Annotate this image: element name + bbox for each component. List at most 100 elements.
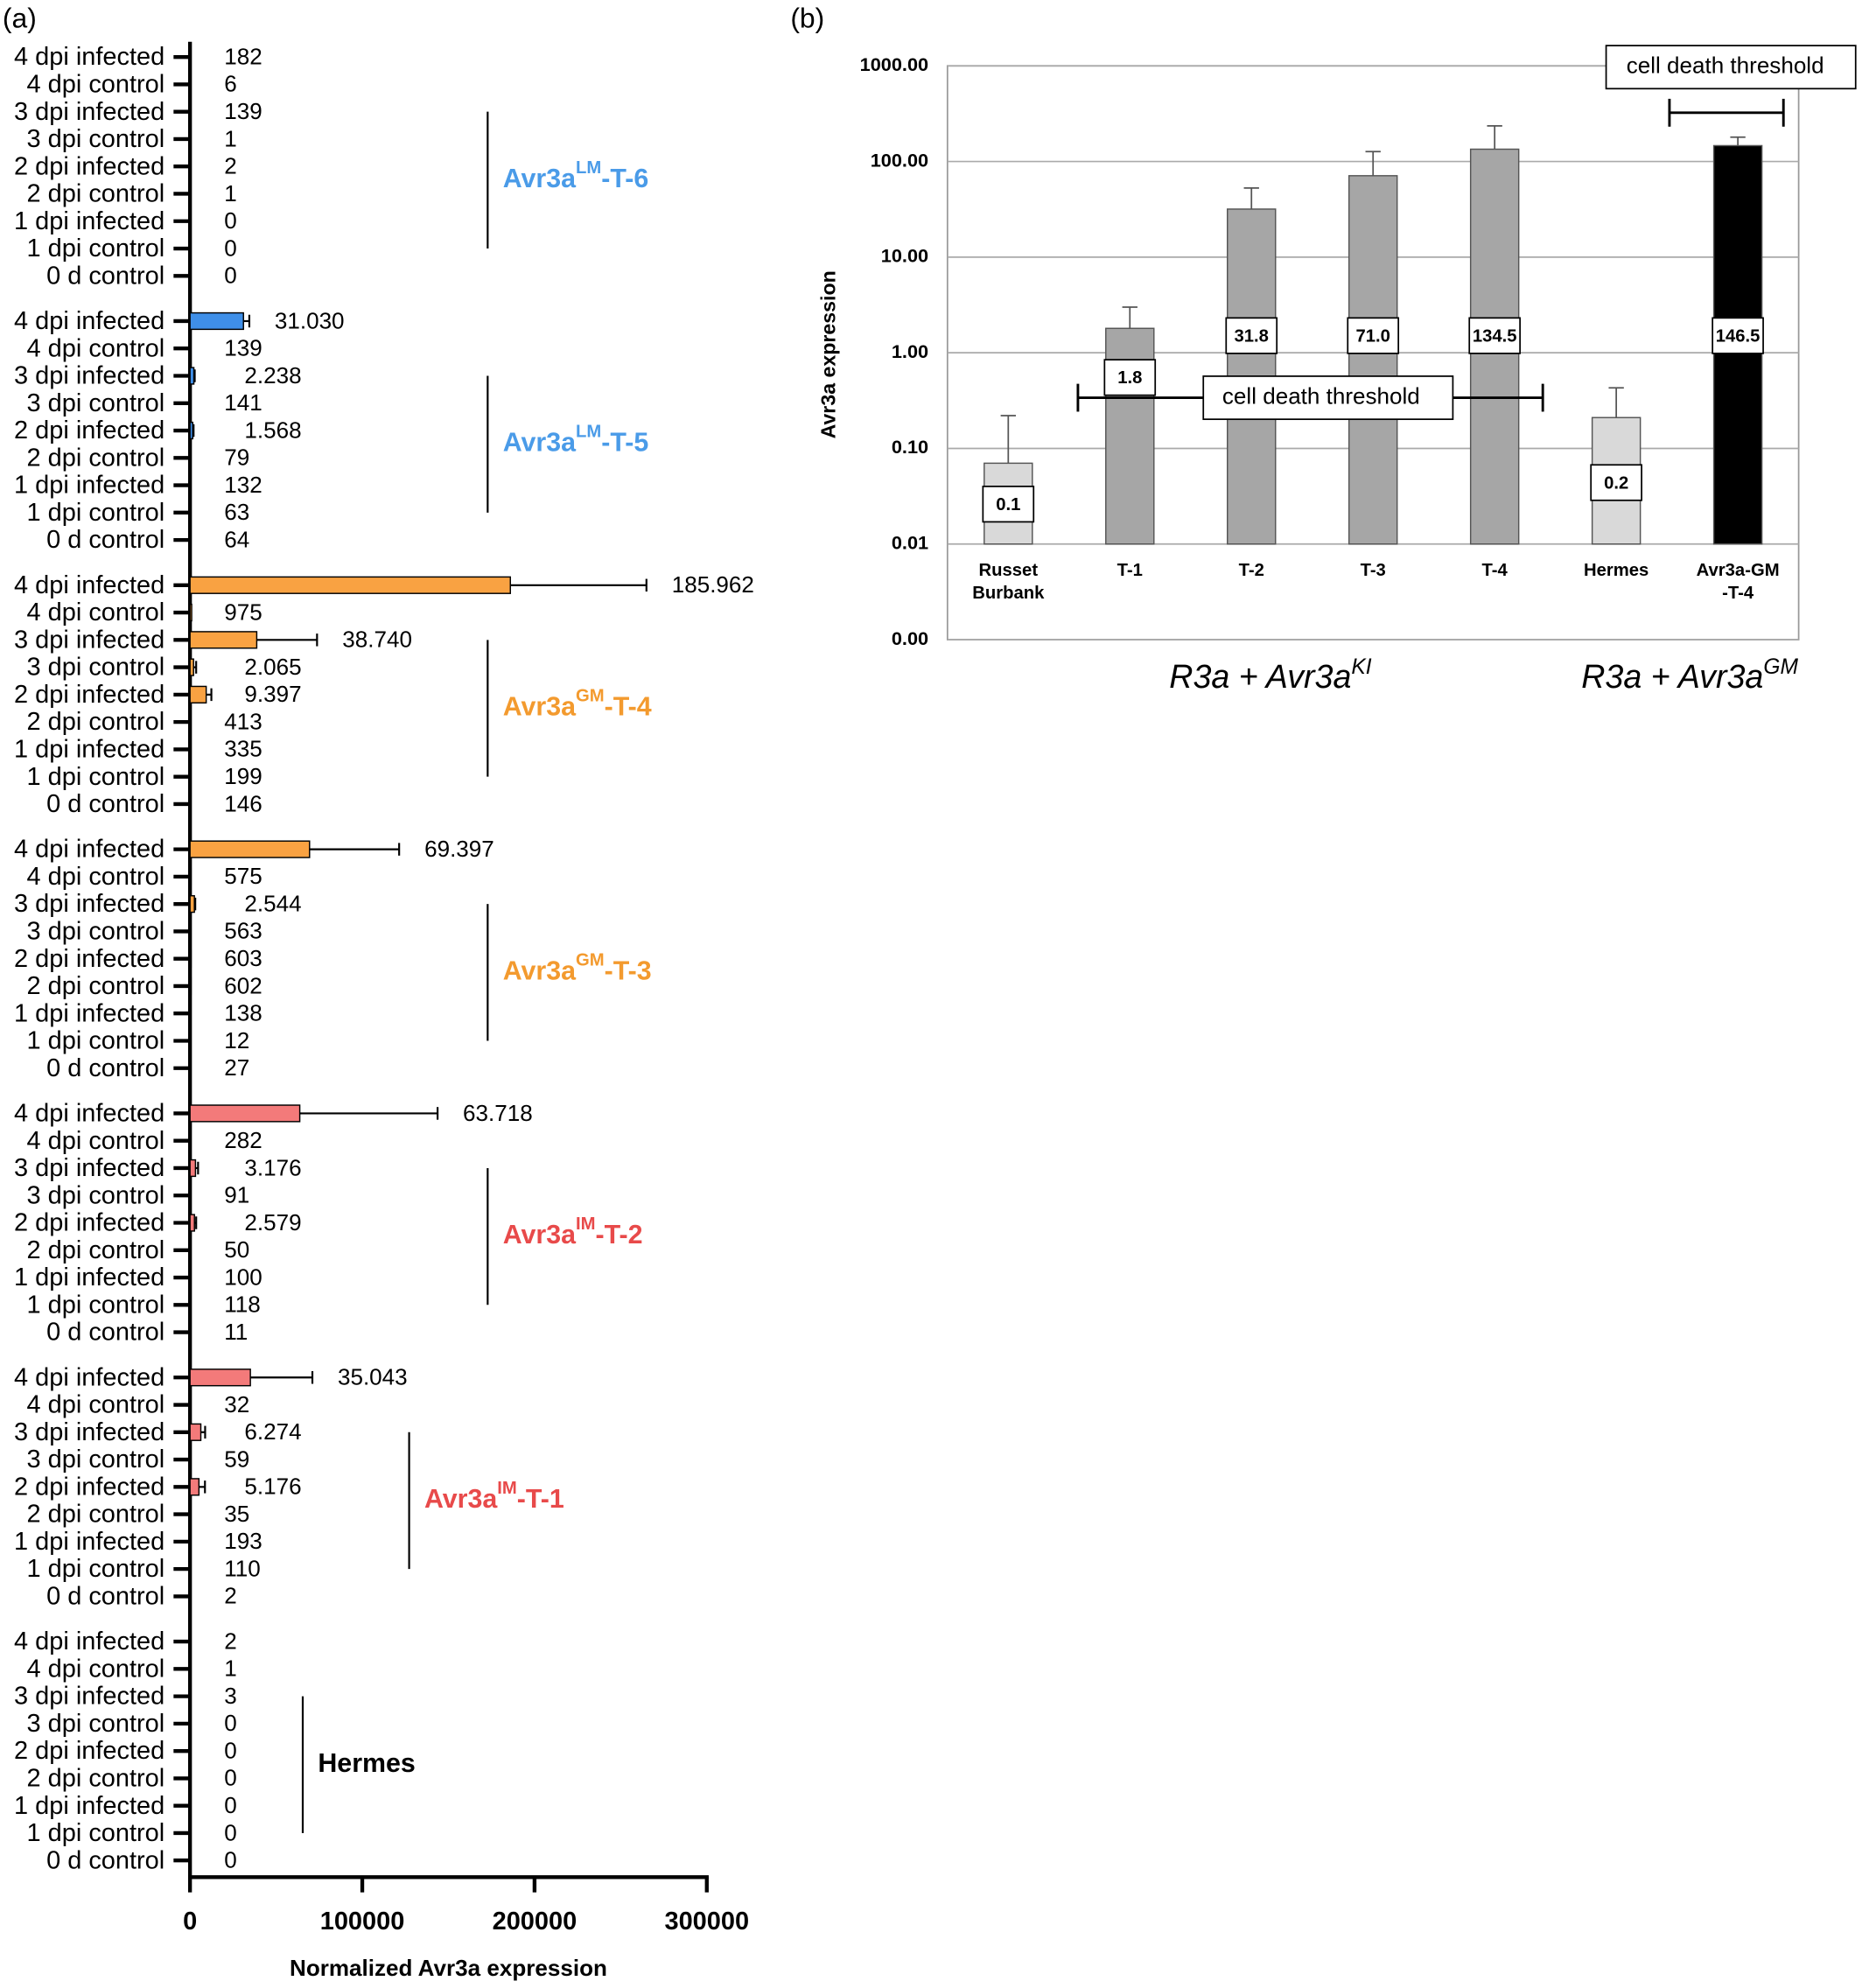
value-label: 0 [224, 1847, 237, 1873]
value-label: 193 [224, 1528, 262, 1554]
category-label: 1 dpi infected [14, 1792, 164, 1820]
value-label: 2 [224, 153, 237, 179]
category-label: 3 dpi infected [14, 626, 164, 654]
x-tick-label: 100000 [320, 1908, 405, 1936]
category-label: 4 dpi infected [14, 1363, 164, 1391]
value-label: 110 [224, 1555, 261, 1581]
group-label-suffix: -T-1 [517, 1484, 564, 1514]
group-label-sup: IM [576, 1214, 596, 1234]
category-label: 2 dpi control [27, 972, 165, 1000]
value-label: 63 [224, 499, 249, 525]
value-label: 199 [224, 763, 262, 789]
group-label-base: Avr3a [503, 164, 577, 193]
value-label: 185.962 [672, 571, 754, 598]
category-label: 1 dpi control [27, 1555, 165, 1583]
category-label: 0 d control [46, 526, 164, 554]
bar [189, 867, 192, 886]
group-label-suffix: -T-5 [601, 428, 648, 458]
value-label: 11 [224, 1319, 248, 1345]
value-label-box [1712, 317, 1764, 354]
y-tick-label: 1.00 [892, 340, 928, 362]
category-label: 0 d control [46, 1054, 164, 1082]
panel-label: (a) [3, 3, 37, 34]
category-label: 1 dpi infected [14, 472, 164, 500]
bar [189, 1423, 202, 1441]
category-label: 4 dpi control [27, 70, 165, 98]
group-label-base: R3a + Avr3a [1169, 658, 1351, 695]
value-label: 2.238 [244, 362, 301, 388]
bar [189, 603, 192, 622]
category-label: 1 dpi control [27, 1291, 165, 1319]
category-label: 4 dpi control [27, 1127, 165, 1155]
value-label: 35 [224, 1501, 249, 1527]
category-label: Russet Burbank [972, 561, 1045, 603]
bar [189, 712, 192, 732]
value-label: 602 [224, 972, 262, 998]
value-label: 0 [224, 207, 237, 234]
category-label: 4 dpi infected [14, 1628, 164, 1656]
category-label: 3 dpi infected [14, 1683, 164, 1711]
value-label: 0 [224, 262, 237, 289]
value-label: 9.397 [244, 681, 301, 707]
value-label: 0 [224, 1710, 237, 1736]
category-label: 3 dpi control [27, 389, 165, 417]
value-label: 118 [224, 1292, 261, 1318]
group-label: R3a + Avr3aKI [1169, 654, 1372, 694]
value-label: 182 [224, 43, 262, 69]
value-label: 27 [224, 1054, 249, 1081]
value-label: 100 [224, 1264, 262, 1290]
category-label: 2 dpi infected [14, 152, 164, 180]
value-label: 5.176 [244, 1474, 301, 1500]
y-tick-label: 0.10 [892, 436, 928, 458]
value-label: 282 [224, 1127, 262, 1153]
group-label-sup: KI [1351, 654, 1371, 678]
group-label-base: Avr3a [503, 692, 577, 722]
category-line: T-4 [1482, 561, 1508, 580]
annotation: cell death threshold [1222, 382, 1420, 409]
group-label-base: Hermes [318, 1748, 415, 1778]
group-label: Avr3aLM-T-5 [503, 423, 649, 458]
category-line: Burbank [972, 584, 1045, 603]
bar [189, 658, 194, 676]
category-label: 3 dpi infected [14, 890, 164, 918]
category-label: 2 dpi control [27, 1765, 165, 1793]
category-label: 1 dpi infected [14, 735, 164, 763]
category-label: 0 d control [46, 790, 164, 818]
value-label: 0 [224, 234, 237, 261]
value-label: 71.0 [1355, 326, 1390, 346]
value-label: 2.579 [244, 1209, 301, 1236]
category-label: 3 dpi infected [14, 98, 164, 126]
category-line: Russet [979, 561, 1039, 580]
y-tick-label: 0.01 [892, 531, 928, 553]
category-label: 4 dpi infected [14, 836, 164, 864]
group-label: Avr3aIM-T-1 [424, 1479, 564, 1514]
group-label: Avr3aGM-T-3 [503, 951, 652, 986]
value-label: 6.274 [244, 1418, 301, 1445]
group-label-sup: LM [576, 423, 601, 442]
value-label: 2 [224, 1583, 237, 1609]
value-label: 413 [224, 708, 262, 734]
value-label: 31.030 [275, 307, 345, 333]
group-label-base: Avr3a [503, 1220, 577, 1250]
category-label: T-3 [1361, 561, 1386, 580]
category-label: 1 dpi control [27, 499, 165, 527]
value-label: 975 [224, 598, 262, 625]
value-label: 0.2 [1604, 473, 1628, 493]
bar [189, 976, 192, 996]
category-label: 2 dpi control [27, 708, 165, 736]
bar [189, 685, 207, 704]
category-label: 4 dpi control [27, 598, 165, 626]
group-label: R3a + Avr3aGM [1581, 654, 1798, 694]
group-label-suffix: -T-4 [605, 692, 652, 722]
value-label: 563 [224, 918, 262, 944]
group-label-suffix: -T-2 [596, 1220, 643, 1250]
value-label: 132 [224, 472, 262, 498]
x-tick-label: 0 [183, 1908, 197, 1936]
value-label: 138 [224, 1000, 262, 1026]
group-label-base: Avr3a [424, 1484, 498, 1514]
group-label: Avr3aIM-T-2 [503, 1214, 643, 1250]
value-label-box [1347, 317, 1400, 354]
value-label: 50 [224, 1236, 249, 1263]
value-label-box [1468, 317, 1522, 354]
